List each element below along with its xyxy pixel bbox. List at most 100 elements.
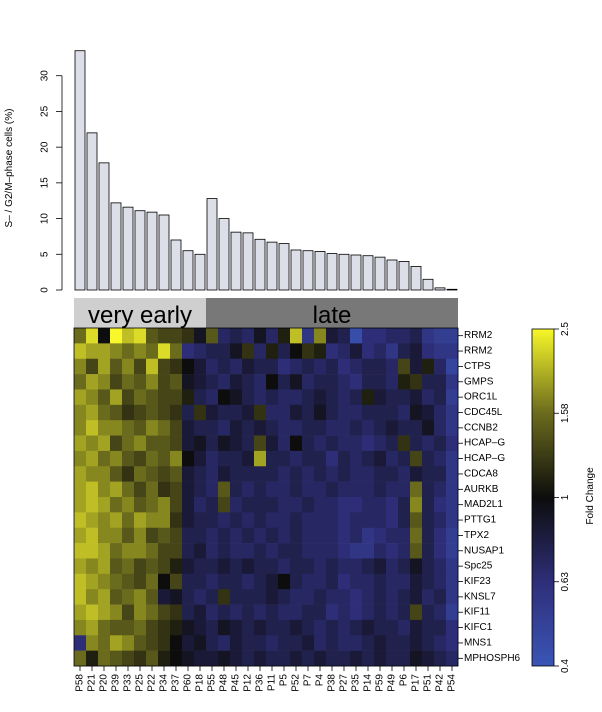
heatmap-cell [194, 512, 207, 529]
heatmap-cell [146, 589, 159, 605]
heatmap-cell [146, 328, 159, 344]
heatmap-cell [278, 573, 291, 590]
heatmap-cell [218, 558, 231, 575]
heatmap-cell [266, 358, 279, 375]
heatmap-cell [110, 420, 123, 436]
heatmap-cell [266, 328, 279, 344]
gene-label: MPHOSPH6 [464, 653, 521, 664]
heatmap-cell [158, 619, 171, 636]
heatmap-cell [230, 512, 243, 529]
gene-label: Spc25 [464, 561, 493, 572]
heatmap-cell [158, 466, 171, 482]
heatmap-cell [134, 527, 147, 544]
heatmap-cell [410, 558, 423, 575]
heatmap-cell [254, 420, 267, 436]
heatmap-cell [386, 497, 399, 513]
heatmap-cell [314, 450, 327, 467]
heatmap-cell [254, 435, 267, 452]
gene-label: CCNB2 [464, 422, 498, 433]
heatmap-cell [170, 573, 183, 590]
heatmap-cell [194, 497, 207, 513]
group-label-1: late [313, 302, 352, 329]
gene-label: PTTG1 [464, 515, 497, 526]
y-tick-label: 30 [40, 70, 51, 82]
heatmap-cell [194, 543, 207, 559]
heatmap-cell [434, 374, 447, 390]
heatmap-cell [218, 543, 231, 559]
heatmap-cell [98, 497, 111, 513]
heatmap-cell [86, 404, 99, 421]
heatmap-cell [290, 512, 303, 529]
heatmap-cell [182, 527, 195, 544]
heatmap-cell [254, 512, 267, 529]
heatmap-cell [374, 328, 387, 344]
heatmap-cell [218, 343, 231, 360]
heatmap-cell [410, 619, 423, 636]
gene-label: HCAP–G [464, 453, 505, 464]
sample-label: P14 [363, 674, 374, 692]
heatmap-cell [254, 404, 267, 421]
sample-label: P51 [423, 674, 434, 692]
heatmap-cell [398, 497, 411, 513]
heatmap-cell [398, 512, 411, 529]
heatmap-cell [374, 343, 387, 360]
heatmap-cell [398, 604, 411, 621]
heatmap-cell [374, 481, 387, 498]
gene-labels: RRM2 RRM2 CTPS GMPS ORC1L CDC45L CCNB2 HCAP–G HC… [458, 330, 521, 664]
heatmap-cell [446, 558, 459, 575]
sample-label: P4 [315, 674, 326, 687]
heatmap-cell [158, 328, 171, 344]
heatmap-cell [230, 635, 243, 651]
heatmap-cell [278, 435, 291, 452]
heatmap-cell [290, 543, 303, 559]
heatmap-cell [206, 450, 219, 467]
heatmap-cell [266, 389, 279, 406]
heatmap-cell [134, 358, 147, 375]
heatmap-cell [158, 389, 171, 406]
heatmap-cell [290, 420, 303, 436]
heatmap-cell [446, 481, 459, 498]
heatmap-cell [338, 619, 351, 636]
heatmap-cell [386, 374, 399, 390]
bar [194, 253, 206, 291]
heatmap-cell [422, 435, 435, 452]
heatmap-cell [122, 558, 135, 575]
heatmap-cell [314, 573, 327, 590]
heatmap-cell [266, 481, 279, 498]
gene-label: TPX2 [464, 530, 489, 541]
gene-label: CTPS [464, 361, 491, 372]
heatmap-cell [182, 619, 195, 636]
heatmap-cell [290, 635, 303, 651]
heatmap-cell [86, 512, 99, 529]
heatmap-cell [434, 404, 447, 421]
heatmap-cell [374, 635, 387, 651]
heatmap-cell [86, 558, 99, 575]
heatmap-cell [98, 589, 111, 605]
heatmap-cell [98, 420, 111, 436]
heatmap-cell [74, 650, 87, 667]
heatmap-cell [218, 650, 231, 667]
heatmap-cell [278, 466, 291, 482]
group-band: very early late [74, 298, 458, 329]
heatmap-cell [158, 497, 171, 513]
y-axis-label: S– / G2/M–phase cells (%) [4, 109, 15, 228]
heatmap-cell [338, 435, 351, 452]
heatmap-cell [158, 343, 171, 360]
heatmap-cell [146, 512, 159, 529]
heatmap-cell [266, 450, 279, 467]
heatmap-cell [74, 358, 87, 375]
heatmap-cell [98, 358, 111, 375]
heatmap-cell [110, 435, 123, 452]
heatmap-cell [422, 619, 435, 636]
heatmap-cell [302, 466, 315, 482]
heatmap-cell [326, 604, 339, 621]
heatmap-cell [170, 481, 183, 498]
heatmap-cell [398, 481, 411, 498]
heatmap-cell [446, 589, 459, 605]
heatmap-cell [218, 589, 231, 605]
heatmap-cell [302, 481, 315, 498]
heatmap-cell [182, 450, 195, 467]
heatmap-cell [206, 374, 219, 390]
heatmap-cell [254, 604, 267, 621]
heatmap-cell [206, 358, 219, 375]
